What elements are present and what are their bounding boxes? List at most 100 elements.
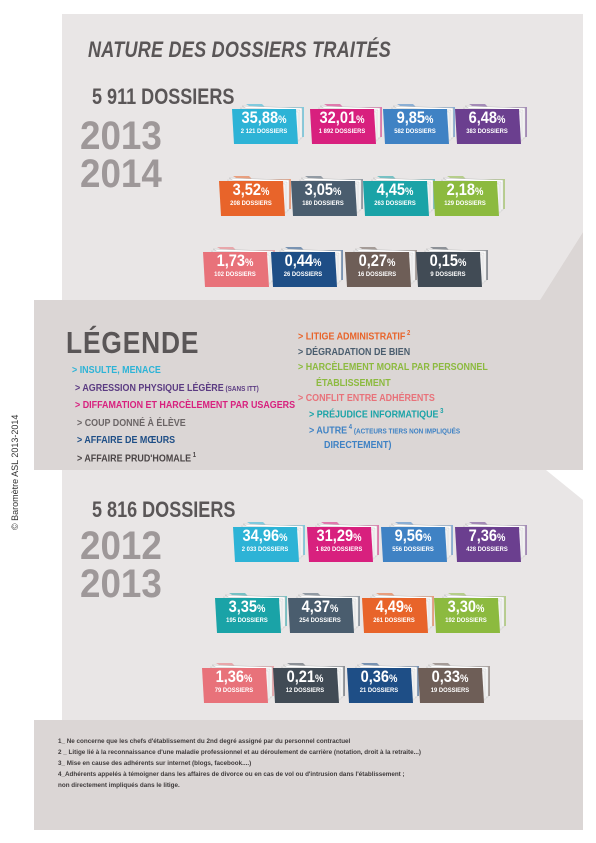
pct-value: 3,05	[304, 180, 334, 199]
legend-item: > INSULTE, MENACE	[72, 364, 161, 376]
folder-icon	[362, 593, 434, 633]
folder-card: 0,27% 16 DOSSIERS	[345, 247, 417, 287]
legend-item: > DÉGRADATION DE BIEN	[298, 345, 411, 358]
pct-value: 1,36	[215, 667, 245, 686]
folder-card: 7,36% 428 DOSSIERS	[455, 522, 527, 562]
folder-dossier-count: 582 DOSSIERS	[394, 128, 436, 135]
folder-icon	[291, 176, 363, 216]
folder-icon	[273, 663, 345, 703]
folder-dossier-count: 129 DOSSIERS	[444, 200, 486, 207]
folder-card: 35,88% 2 121 DOSSIERS	[232, 104, 304, 144]
footnote-line: 1_ Ne concerne que les chefs d'établisse…	[58, 738, 351, 745]
pct-value: 7,36	[468, 526, 498, 545]
pct-sign: %	[261, 186, 270, 198]
legend-item: > AGRESSION PHYSIQUE LÉGÈRE (SANS ITT)	[75, 381, 259, 394]
folder-card: 4,45% 263 DOSSIERS	[363, 176, 435, 216]
pct-value: 4,37	[301, 597, 331, 616]
folder-dossier-count: 2 033 DOSSIERS	[241, 546, 289, 553]
folder-card: 4,37% 254 DOSSIERS	[288, 593, 360, 633]
pct-sign: %	[353, 532, 362, 544]
folder-dossier-count: 195 DOSSIERS	[226, 617, 268, 624]
folder-percentage: 0,15%	[420, 251, 475, 271]
pct-value: 0,21	[286, 667, 316, 686]
folder-icon	[219, 176, 291, 216]
folder-icon	[347, 663, 419, 703]
folder-percentage: 3,05%	[295, 180, 350, 200]
folder-icon	[215, 593, 287, 633]
folder-icon	[381, 522, 453, 562]
folder-icon	[345, 247, 417, 287]
legend-item: ÉTABLISSEMENT	[316, 376, 391, 389]
pct-sign: %	[497, 114, 506, 126]
folder-percentage: 9,85%	[387, 108, 442, 128]
pct-sign: %	[497, 532, 506, 544]
folder-card: 0,21% 12 DOSSIERS	[273, 663, 345, 703]
copyright-note: © Baromètre ASL 2013-2014	[10, 414, 20, 530]
folder-percentage: 1,73%	[207, 251, 262, 271]
years-2012-2013: 2012 2013	[80, 524, 162, 604]
folder-icon	[455, 104, 527, 144]
pct-value: 2,18	[446, 180, 476, 199]
year-start: 2013	[80, 114, 162, 158]
pct-sign: %	[460, 673, 469, 685]
folder-dossier-count: 16 DOSSIERS	[357, 271, 397, 278]
folder-card: 3,05% 180 DOSSIERS	[291, 176, 363, 216]
legend-item: > COUP DONNÉ À ÉLÈVE	[77, 416, 186, 429]
folder-icon	[203, 247, 275, 287]
folder-percentage: 7,36%	[459, 526, 514, 546]
pct-value: 6,48	[468, 108, 498, 127]
folder-dossier-count: 21 DOSSIERS	[359, 687, 399, 694]
pct-value: 35,88	[241, 108, 279, 127]
folder-icon	[433, 176, 505, 216]
pct-sign: %	[458, 257, 467, 269]
pct-value: 3,35	[228, 597, 258, 616]
pct-value: 31,29	[316, 526, 354, 545]
folder-icon	[418, 663, 490, 703]
folder-icon	[271, 247, 343, 287]
pct-value: 0,44	[284, 251, 314, 270]
years-2013-2014: 2013 2014	[80, 114, 162, 194]
folder-dossier-count: 263 DOSSIERS	[374, 200, 416, 207]
dossier-count-2012-2013: 5 816 DOSSIERS	[92, 497, 236, 522]
folder-percentage: 9,56%	[385, 526, 440, 546]
folder-percentage: 0,27%	[349, 251, 404, 271]
legend-item: > AFFAIRE PRUD'HOMALE 1	[77, 452, 197, 465]
legend-item: > HARCÈLEMENT MORAL PAR PERSONNEL	[298, 361, 488, 374]
folder-dossier-count: 261 DOSSIERS	[373, 617, 415, 624]
folder-dossier-count: 26 DOSSIERS	[283, 271, 323, 278]
folder-dossier-count: 383 DOSSIERS	[466, 128, 508, 135]
folder-dossier-count: 180 DOSSIERS	[302, 200, 344, 207]
year-start: 2012	[80, 524, 162, 568]
folder-percentage: 32,01%	[314, 108, 369, 128]
folder-dossier-count: 1 820 DOSSIERS	[315, 546, 363, 553]
legend-item: DIRECTEMENT)	[324, 439, 392, 452]
folder-dossier-count: 102 DOSSIERS	[214, 271, 256, 278]
pct-sign: %	[405, 186, 414, 198]
folder-card: 6,48% 383 DOSSIERS	[455, 104, 527, 144]
folder-percentage: 4,45%	[367, 180, 422, 200]
pct-value: 32,01	[319, 108, 357, 127]
pct-sign: %	[244, 673, 253, 685]
pct-sign: %	[278, 114, 287, 126]
folder-percentage: 3,35%	[219, 597, 274, 617]
legend-item: > AFFAIRE DE MŒURS	[77, 434, 176, 447]
folder-icon	[233, 522, 305, 562]
folder-percentage: 2,18%	[437, 180, 492, 200]
pct-value: 3,30	[447, 597, 477, 616]
footnote-line: 2 _ Litige lié à la reconnaissance d'une…	[58, 749, 421, 756]
folder-percentage: 3,30%	[438, 597, 493, 617]
folder-dossier-count: 556 DOSSIERS	[392, 546, 434, 553]
legend-item: > DIFFAMATION ET HARCÈLEMENT PAR USAGERS	[75, 399, 296, 412]
folder-dossier-count: 254 DOSSIERS	[299, 617, 341, 624]
pct-sign: %	[315, 673, 324, 685]
pct-value: 4,49	[375, 597, 405, 616]
folder-icon	[307, 522, 379, 562]
pct-sign: %	[279, 532, 288, 544]
pct-value: 4,45	[376, 180, 406, 199]
folder-card: 3,30% 192 DOSSIERS	[434, 593, 506, 633]
footnote-line: 3_ Mise en cause des adhérents sur inter…	[58, 760, 252, 767]
folder-card: 9,85% 582 DOSSIERS	[383, 104, 455, 144]
folder-card: 9,56% 556 DOSSIERS	[381, 522, 453, 562]
dossier-count-2013-2014: 5 911 DOSSIERS	[92, 84, 235, 109]
